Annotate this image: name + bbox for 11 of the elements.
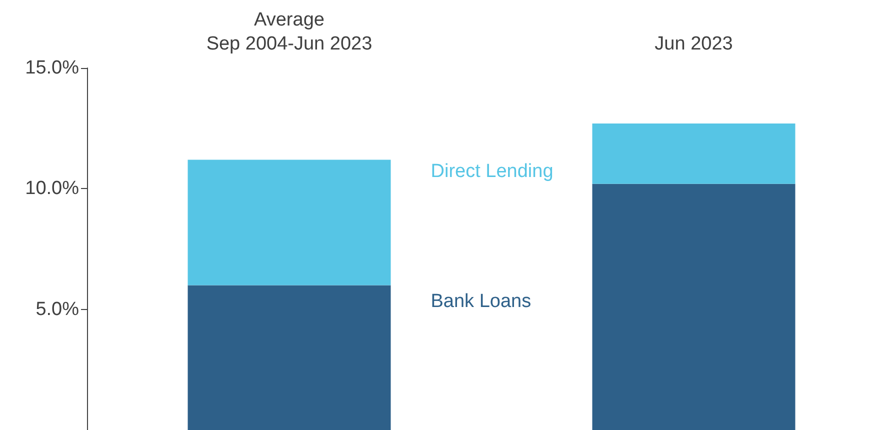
x-tick-label: Jun 2023 (654, 34, 733, 54)
text: Bank Loans (430, 291, 532, 312)
bar (592, 124, 796, 184)
y-tick-label: 15.0% (25, 58, 80, 78)
y-tick-label: 5.0% (36, 298, 80, 320)
bar (592, 184, 796, 430)
bar (188, 285, 391, 430)
x-tick-label: Average Sep 2004-Jun 2023 (206, 10, 372, 54)
bar (188, 160, 391, 286)
text: Direct Lending (430, 160, 554, 182)
y-tick-label: 10.0% (25, 178, 80, 200)
